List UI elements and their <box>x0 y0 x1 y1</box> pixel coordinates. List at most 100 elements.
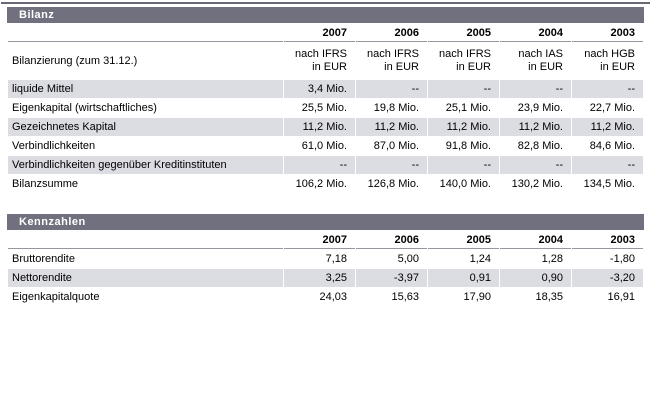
row-label: Bilanzierung (zum 31.12.) <box>8 43 283 79</box>
year-header-2003: 2003 <box>572 234 643 249</box>
value-cell: -- <box>356 80 427 98</box>
table-row: Bilanzsumme 106,2 Mio. 126,8 Mio. 140,0 Mio… <box>8 175 643 193</box>
value-cell: -3,97 <box>356 269 427 287</box>
value-cell: 82,8 Mio. <box>500 137 571 155</box>
table-row: Verbindlichkeiten 61,0 Mio. 87,0 Mio. 91,8 … <box>8 137 643 155</box>
value-cell: 11,2 Mio. <box>572 118 643 136</box>
year-header-2003: 2003 <box>572 27 643 42</box>
kennzahlen-table: 2007 2006 2005 2004 2003 Bruttorendite 7,18 5,0… <box>7 233 644 307</box>
value-cell: 3,25 <box>284 269 355 287</box>
value-cell: -- <box>500 156 571 174</box>
accounting-currency-line2: in EUR <box>312 61 347 73</box>
value-cell: 23,9 Mio. <box>500 99 571 117</box>
accounting-standard-line1: nach IFRS <box>367 48 419 60</box>
value-cell: 106,2 Mio. <box>284 175 355 193</box>
accounting-standard-cell: nach IAS in EUR <box>500 43 571 79</box>
bilanz-table: 2007 2006 2005 2004 2003 Bilanzierung (zum 31… <box>7 26 644 194</box>
accounting-standard-line1: nach IFRS <box>439 48 491 60</box>
value-cell: -- <box>428 80 499 98</box>
value-cell: 84,6 Mio. <box>572 137 643 155</box>
value-cell: 11,2 Mio. <box>500 118 571 136</box>
accounting-standard-cell: nach IFRS in EUR <box>356 43 427 79</box>
value-cell: 140,0 Mio. <box>428 175 499 193</box>
value-cell: 130,2 Mio. <box>500 175 571 193</box>
accounting-currency-line2: in EUR <box>456 61 491 73</box>
table-row: Gezeichnetes Kapital 11,2 Mio. 11,2 Mio. 11… <box>8 118 643 136</box>
value-cell: -- <box>284 156 355 174</box>
value-cell: 11,2 Mio. <box>356 118 427 136</box>
accounting-currency-line2: in EUR <box>600 61 635 73</box>
years-header-row: 2007 2006 2005 2004 2003 <box>8 27 643 42</box>
value-cell: 18,35 <box>500 288 571 306</box>
value-cell: 87,0 Mio. <box>356 137 427 155</box>
row-label: liquide Mittel <box>8 80 283 98</box>
value-cell: -- <box>572 156 643 174</box>
accounting-standard-row: Bilanzierung (zum 31.12.) nach IFRS in EUR… <box>8 43 643 79</box>
accounting-standard-line1: nach IFRS <box>295 48 347 60</box>
accounting-currency-line2: in EUR <box>384 61 419 73</box>
value-cell: 11,2 Mio. <box>428 118 499 136</box>
value-cell: 126,8 Mio. <box>356 175 427 193</box>
value-cell: -- <box>572 80 643 98</box>
year-header-2006: 2006 <box>356 27 427 42</box>
section-kennzahlen: Kennzahlen 2007 2006 2005 2004 2003 Bruttoren… <box>7 214 644 307</box>
section-header-bilanz: Bilanz <box>7 7 644 23</box>
value-cell: -- <box>428 156 499 174</box>
value-cell: 91,8 Mio. <box>428 137 499 155</box>
year-header-2006: 2006 <box>356 234 427 249</box>
value-cell: 0,91 <box>428 269 499 287</box>
value-cell: 134,5 Mio. <box>572 175 643 193</box>
section-header-kennzahlen: Kennzahlen <box>7 214 644 230</box>
value-cell: 7,18 <box>284 250 355 268</box>
years-header-row: 2007 2006 2005 2004 2003 <box>8 234 643 249</box>
value-cell: 11,2 Mio. <box>284 118 355 136</box>
table-row: Verbindlichkeiten gegenüber Kreditinstit… <box>8 156 643 174</box>
table-row: Nettorendite 3,25 -3,97 0,91 0,90 -3,20 <box>8 269 643 287</box>
value-cell: 1,24 <box>428 250 499 268</box>
row-label: Nettorendite <box>8 269 283 287</box>
value-cell: 17,90 <box>428 288 499 306</box>
value-cell: 22,7 Mio. <box>572 99 643 117</box>
accounting-standard-line1: nach HGB <box>584 48 635 60</box>
section-bilanz: Bilanz 2007 2006 2005 2004 2003 Bilanzierung … <box>7 7 644 194</box>
value-cell: 24,03 <box>284 288 355 306</box>
value-cell: -- <box>356 156 427 174</box>
table-row: Eigenkapital (wirtschaftliches) 25,5 Mio.… <box>8 99 643 117</box>
accounting-standard-line1: nach IAS <box>518 48 563 60</box>
value-cell: 0,90 <box>500 269 571 287</box>
table-row: Bruttorendite 7,18 5,00 1,24 1,28 -1,80 <box>8 250 643 268</box>
value-cell: 15,63 <box>356 288 427 306</box>
row-label: Verbindlichkeiten gegenüber Kreditinstit… <box>8 156 283 174</box>
row-label: Bruttorendite <box>8 250 283 268</box>
row-label: Verbindlichkeiten <box>8 137 283 155</box>
year-header-2005: 2005 <box>428 27 499 42</box>
value-cell: 5,00 <box>356 250 427 268</box>
year-header-2004: 2004 <box>500 27 571 42</box>
row-label: Eigenkapitalquote <box>8 288 283 306</box>
value-cell: 25,5 Mio. <box>284 99 355 117</box>
value-cell: -1,80 <box>572 250 643 268</box>
row-label: Eigenkapital (wirtschaftliches) <box>8 99 283 117</box>
top-rule <box>1 2 650 4</box>
year-header-2007: 2007 <box>284 234 355 249</box>
table-row: Eigenkapitalquote 24,03 15,63 17,90 18,35 16,… <box>8 288 643 306</box>
value-cell: 1,28 <box>500 250 571 268</box>
accounting-standard-cell: nach IFRS in EUR <box>284 43 355 79</box>
year-header-2004: 2004 <box>500 234 571 249</box>
table-row: liquide Mittel 3,4 Mio. -- -- -- -- <box>8 80 643 98</box>
value-cell: 19,8 Mio. <box>356 99 427 117</box>
value-cell: -- <box>500 80 571 98</box>
years-row-empty-cell <box>8 27 283 42</box>
value-cell: 25,1 Mio. <box>428 99 499 117</box>
value-cell: 16,91 <box>572 288 643 306</box>
value-cell: 3,4 Mio. <box>284 80 355 98</box>
year-header-2007: 2007 <box>284 27 355 42</box>
value-cell: -3,20 <box>572 269 643 287</box>
row-label: Gezeichnetes Kapital <box>8 118 283 136</box>
accounting-currency-line2: in EUR <box>528 61 563 73</box>
value-cell: 61,0 Mio. <box>284 137 355 155</box>
row-label: Bilanzsumme <box>8 175 283 193</box>
years-row-empty-cell <box>8 234 283 249</box>
accounting-standard-cell: nach HGB in EUR <box>572 43 643 79</box>
